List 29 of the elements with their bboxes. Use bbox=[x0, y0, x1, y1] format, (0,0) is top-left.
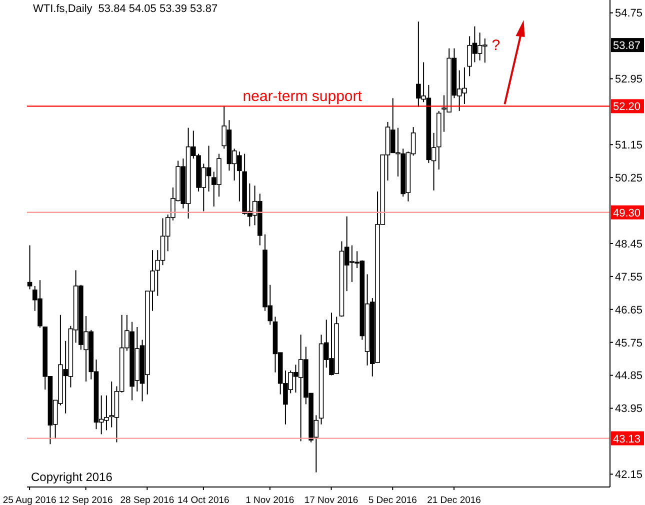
x-tick-label: 17 Nov 2016 bbox=[304, 495, 358, 505]
y-tick-label: 50.25 bbox=[615, 172, 643, 184]
annotation: 43.13 bbox=[613, 433, 641, 446]
x-tick-label: 21 Dec 2016 bbox=[427, 495, 481, 505]
annotation: Copyright 2016 bbox=[31, 470, 113, 484]
y-tick-label: 51.15 bbox=[615, 140, 643, 152]
y-tick-label: 54.75 bbox=[615, 8, 643, 20]
x-tick-label: 25 Aug 2016 bbox=[2, 495, 56, 505]
y-tick-label: 46.65 bbox=[615, 304, 643, 316]
ref-line-label: near-term support bbox=[242, 88, 363, 106]
x-tick-label: 14 Oct 2016 bbox=[178, 495, 230, 505]
annotation: 52.20 bbox=[613, 101, 641, 114]
annotation: ? bbox=[492, 37, 500, 54]
x-tick-label: 28 Sep 2016 bbox=[120, 495, 174, 505]
annotation: 49.30 bbox=[613, 207, 641, 220]
y-tick-label: 44.85 bbox=[615, 370, 643, 382]
y-tick-label: 52.95 bbox=[615, 74, 643, 86]
x-tick-label: 5 Dec 2016 bbox=[368, 495, 417, 505]
x-tick-label: 1 Nov 2016 bbox=[246, 495, 294, 505]
y-tick-label: 45.75 bbox=[615, 337, 643, 350]
y-tick-label: 42.15 bbox=[615, 469, 643, 482]
chart-subtitle: 53.84 54.05 53.39 53.87 bbox=[98, 3, 218, 15]
x-tick-label: 12 Sep 2016 bbox=[58, 495, 113, 505]
y-tick-label: 47.55 bbox=[615, 271, 643, 284]
y-tick-label: 48.45 bbox=[615, 238, 643, 250]
candlestick bbox=[27, 244, 32, 290]
annotation: 53.87 bbox=[613, 40, 641, 52]
y-tick-label: 43.95 bbox=[615, 403, 643, 416]
chart-title: WTI.fs,Daily bbox=[33, 3, 92, 15]
